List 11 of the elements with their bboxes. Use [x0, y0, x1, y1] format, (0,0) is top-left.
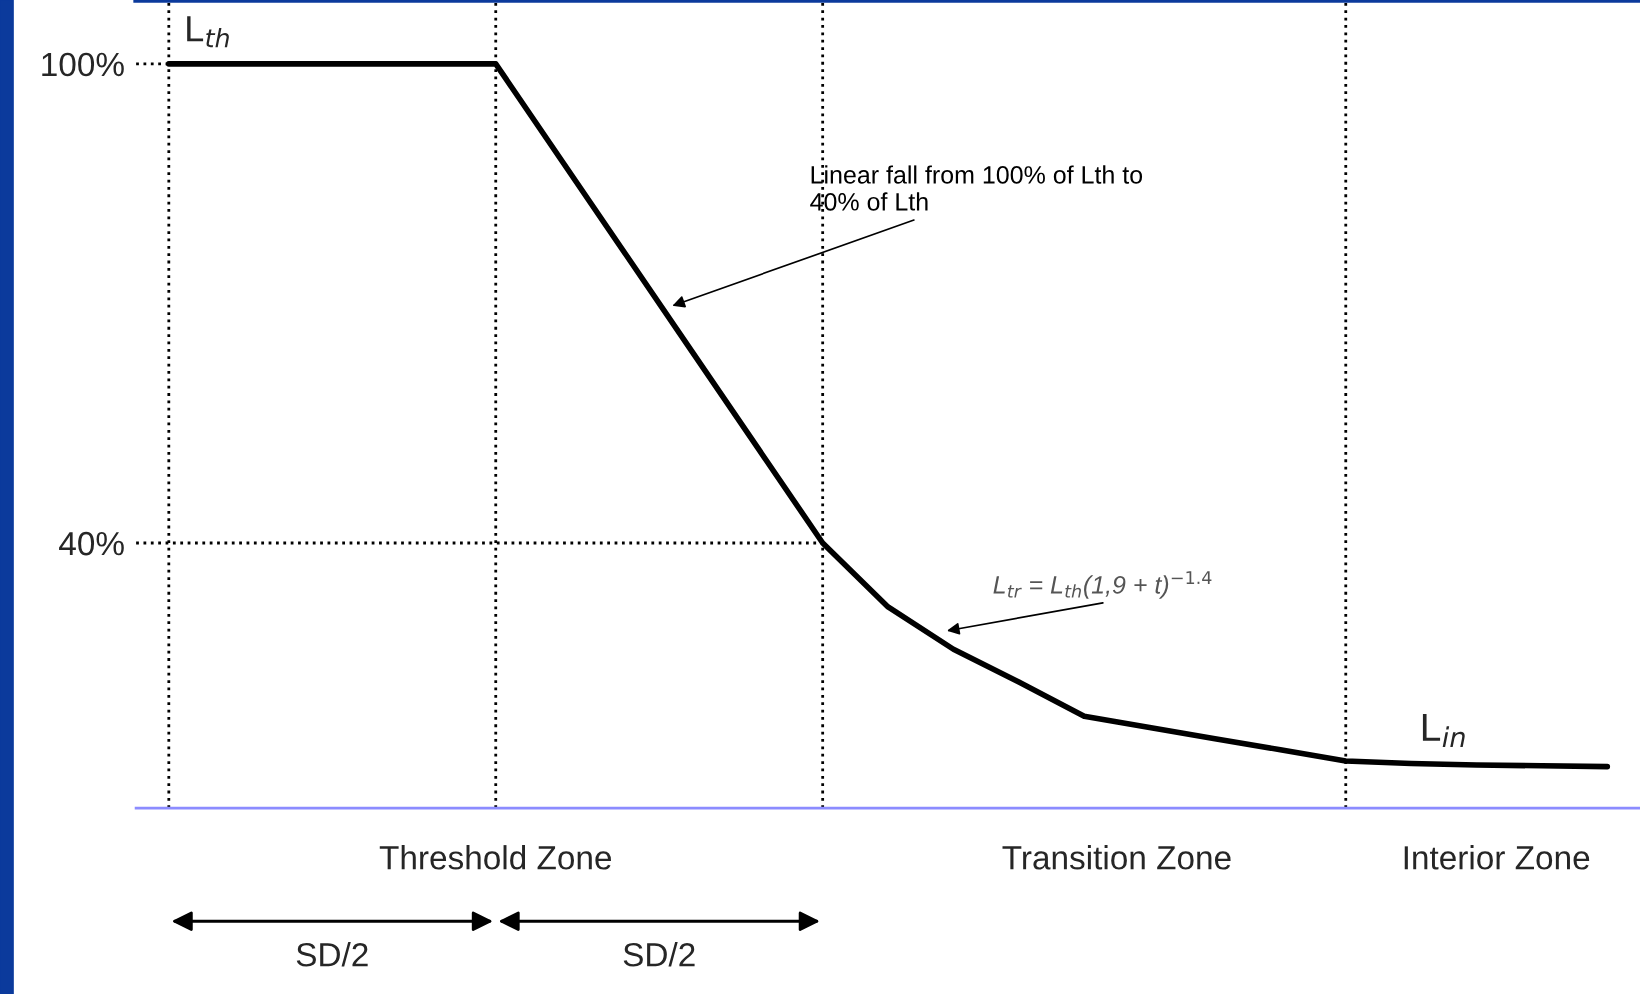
text: SD/2: [296, 942, 368, 967]
y-tick-label: 100%: [42, 52, 124, 77]
annotation: L$_{th}$: [187, 16, 229, 48]
text: Transition Zone: [1002, 845, 1231, 870]
annotation: Linear fall from 100% of Lth to 40% of Lth: [810, 165, 1143, 211]
text: SD/2: [623, 942, 695, 967]
text: Threshold Zone: [379, 845, 611, 870]
annotation: L$_{in}$: [1422, 713, 1465, 748]
annotation: L$_{tr}$ = L$_{th}$(1,9 + t)$^{−1.4}$: [993, 571, 1212, 599]
text: Interior Zone: [1404, 845, 1590, 870]
y-tick-label: 40%: [59, 531, 124, 556]
